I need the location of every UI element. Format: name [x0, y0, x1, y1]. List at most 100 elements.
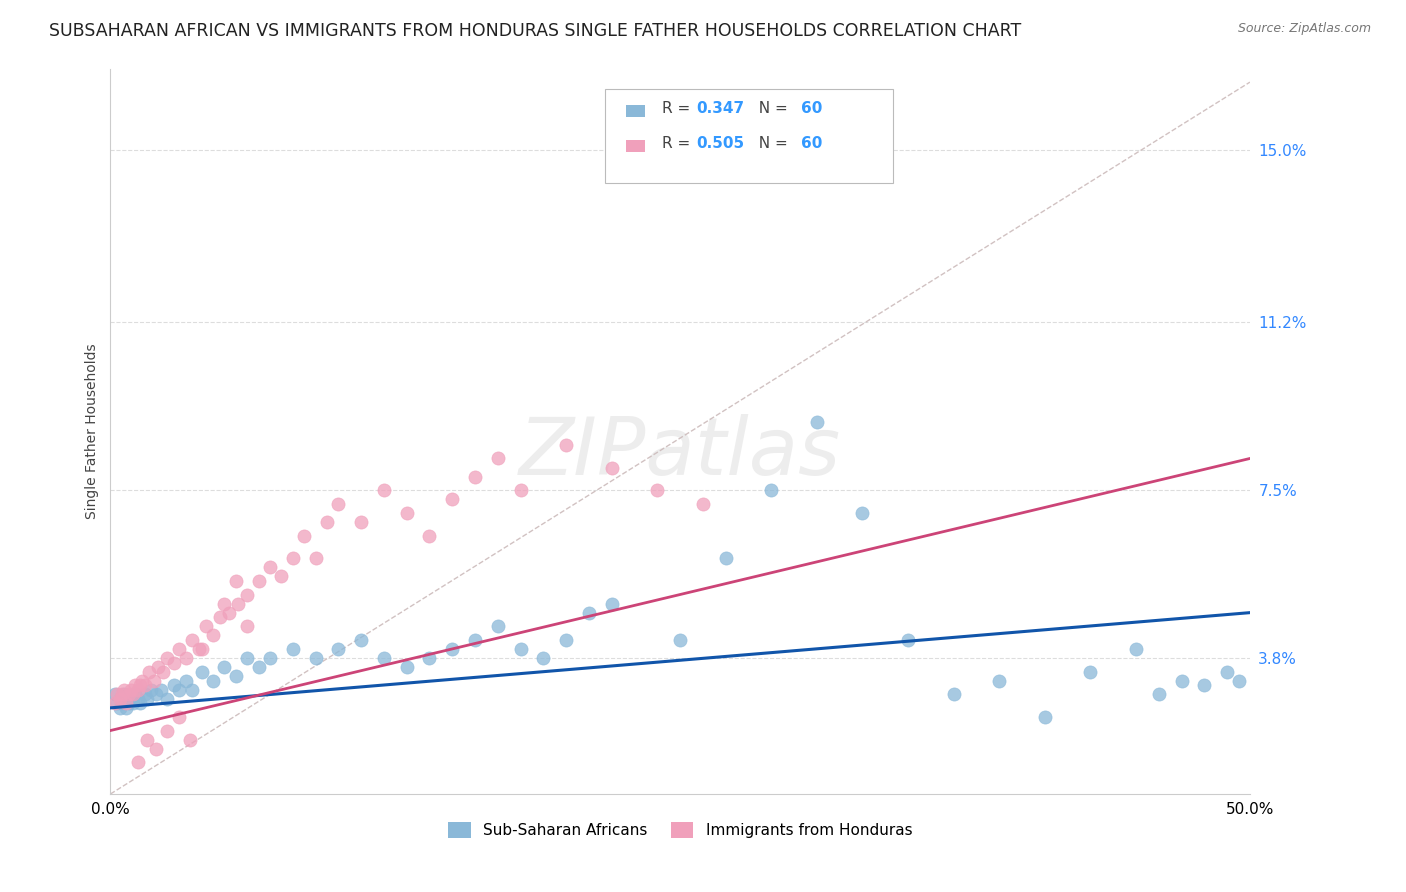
Point — [281, 551, 304, 566]
Point — [149, 682, 172, 697]
Point — [127, 691, 149, 706]
Point — [509, 483, 531, 498]
Point — [533, 651, 555, 665]
Point — [692, 497, 714, 511]
Point — [188, 641, 211, 656]
Point — [105, 687, 128, 701]
Point — [555, 632, 578, 647]
Text: 60: 60 — [801, 102, 823, 116]
Point — [108, 701, 131, 715]
Point — [714, 551, 737, 566]
Point — [120, 691, 142, 706]
Point — [247, 660, 270, 674]
Text: ZIPatlas: ZIPatlas — [519, 414, 841, 492]
Text: SUBSAHARAN AFRICAN VS IMMIGRANTS FROM HONDURAS SINGLE FATHER HOUSEHOLDS CORRELAT: SUBSAHARAN AFRICAN VS IMMIGRANTS FROM HO… — [49, 22, 1022, 40]
Point — [135, 732, 157, 747]
Point — [225, 669, 247, 683]
Point — [464, 632, 486, 647]
Point — [942, 687, 965, 701]
Point — [112, 687, 135, 701]
Point — [418, 651, 440, 665]
Point — [181, 682, 204, 697]
Point — [115, 701, 138, 715]
Point — [270, 569, 292, 583]
Point — [174, 673, 197, 688]
Point — [112, 682, 135, 697]
Point — [115, 696, 138, 710]
Text: 60: 60 — [801, 136, 823, 151]
Point — [395, 660, 418, 674]
Point — [124, 678, 146, 692]
Point — [156, 691, 179, 706]
Legend: Sub-Saharan Africans, Immigrants from Honduras: Sub-Saharan Africans, Immigrants from Ho… — [441, 816, 918, 845]
Point — [281, 641, 304, 656]
Point — [669, 632, 692, 647]
Point — [600, 597, 623, 611]
Point — [145, 687, 167, 701]
Point — [129, 696, 152, 710]
Point — [122, 696, 145, 710]
Point — [1227, 673, 1250, 688]
Point — [236, 651, 259, 665]
Point — [1125, 641, 1147, 656]
Point — [1216, 665, 1239, 679]
Point — [201, 628, 224, 642]
Point — [373, 483, 395, 498]
Point — [135, 691, 157, 706]
Point — [897, 632, 920, 647]
Point — [127, 682, 149, 697]
Point — [120, 682, 142, 697]
Point — [117, 687, 139, 701]
Point — [350, 632, 373, 647]
Point — [226, 597, 249, 611]
Point — [148, 660, 170, 674]
Text: N =: N = — [749, 136, 793, 151]
Point — [647, 483, 669, 498]
Point — [163, 678, 186, 692]
Point — [236, 587, 259, 601]
Text: N =: N = — [749, 102, 793, 116]
Point — [441, 641, 464, 656]
Point — [328, 641, 350, 656]
Point — [129, 678, 152, 692]
Text: R =: R = — [662, 102, 696, 116]
Point — [418, 528, 440, 542]
Point — [464, 469, 486, 483]
Point — [156, 651, 179, 665]
Point — [292, 528, 315, 542]
Point — [124, 687, 146, 701]
Point — [108, 691, 131, 706]
Point — [1080, 665, 1102, 679]
Point — [328, 497, 350, 511]
Point — [181, 632, 204, 647]
Point — [190, 641, 212, 656]
Point — [761, 483, 783, 498]
Text: 0.505: 0.505 — [696, 136, 744, 151]
Point — [104, 687, 127, 701]
Point — [195, 619, 218, 633]
Point — [190, 665, 212, 679]
Point — [131, 673, 153, 688]
Point — [218, 606, 240, 620]
Point — [304, 551, 326, 566]
Point — [806, 415, 828, 429]
Point — [600, 460, 623, 475]
Point — [851, 506, 873, 520]
Point — [350, 515, 373, 529]
Point — [555, 438, 578, 452]
Point — [134, 678, 156, 692]
Point — [127, 756, 149, 770]
Point — [225, 574, 247, 588]
Point — [1170, 673, 1192, 688]
Point — [373, 651, 395, 665]
Point — [174, 651, 197, 665]
Point — [395, 506, 418, 520]
Point — [145, 741, 167, 756]
Point — [486, 619, 509, 633]
Point — [111, 687, 134, 701]
Point — [105, 696, 128, 710]
Point — [122, 687, 145, 701]
Point — [509, 641, 531, 656]
Point — [104, 696, 127, 710]
Point — [259, 560, 281, 574]
